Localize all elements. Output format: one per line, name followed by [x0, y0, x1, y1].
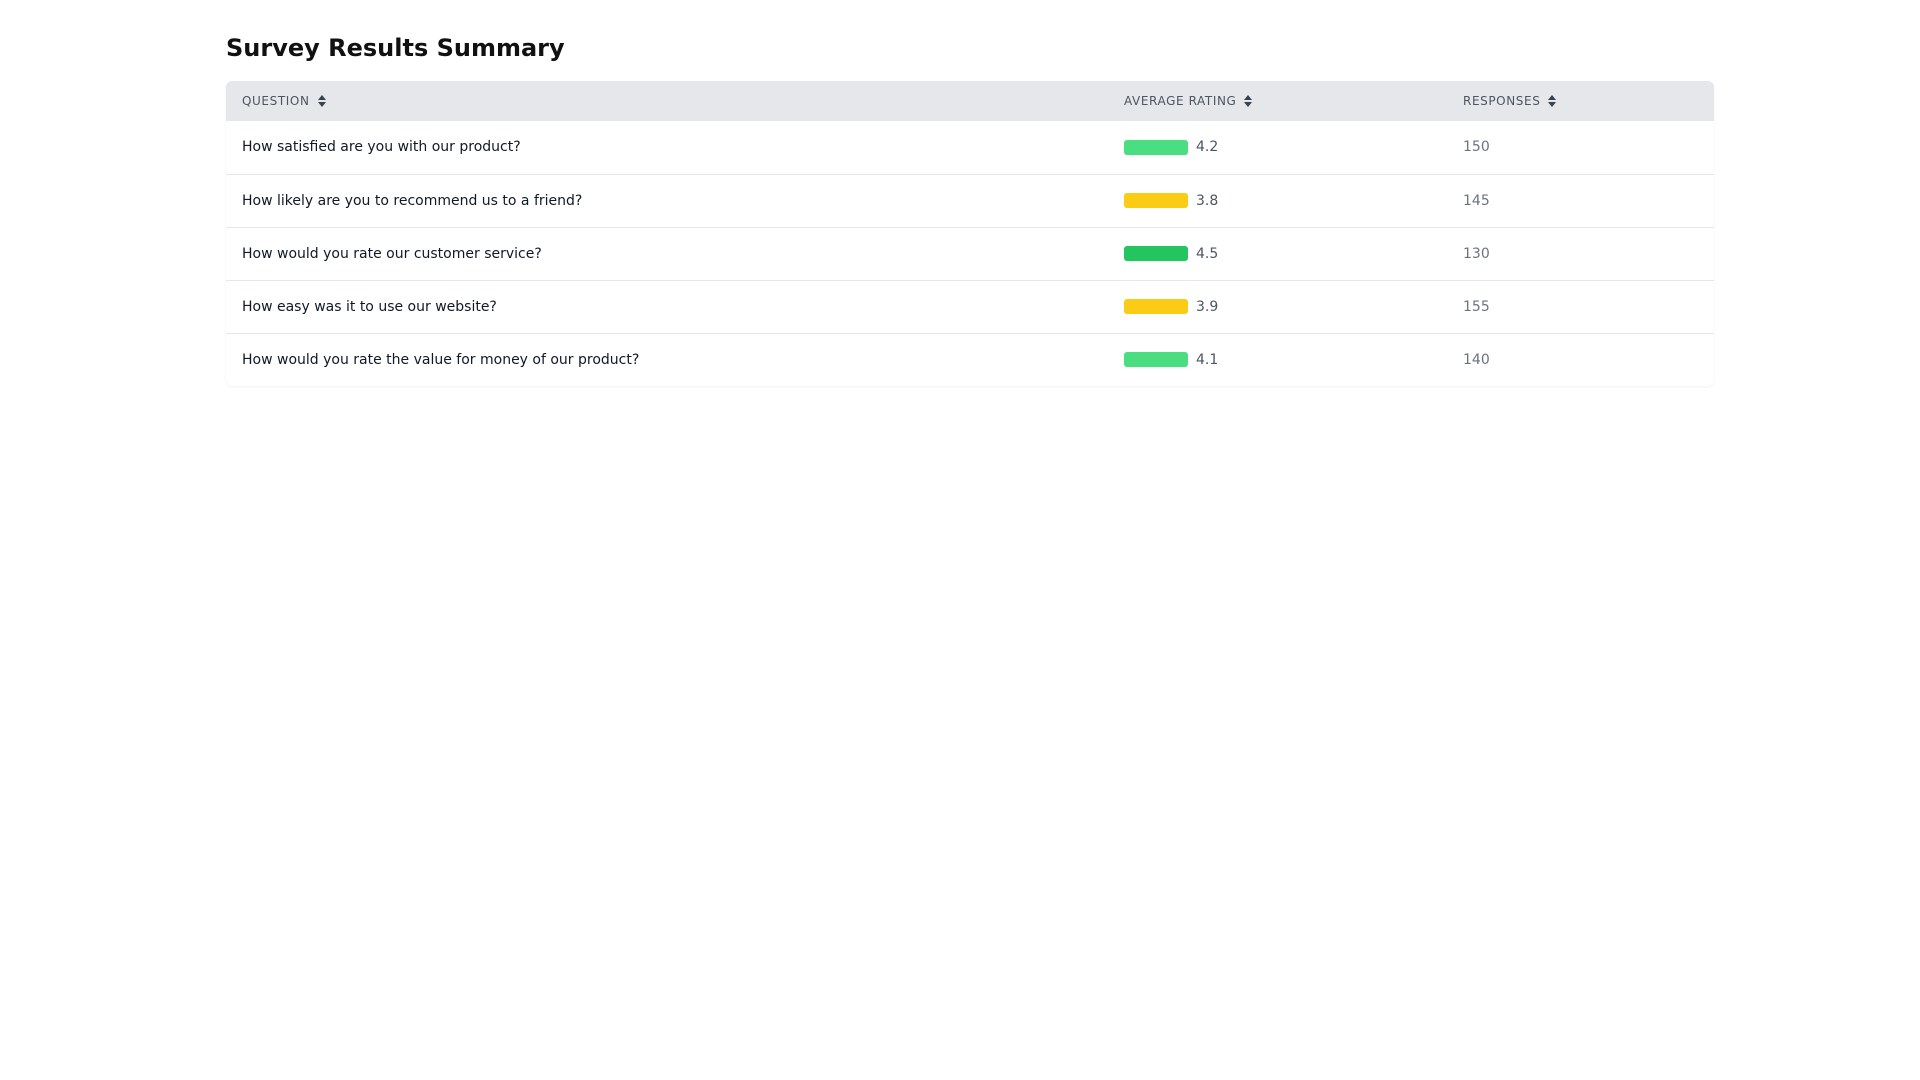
responses-cell: 140 — [1463, 351, 1490, 368]
column-header-label: RESPONSES — [1463, 94, 1541, 108]
column-header-question[interactable]: QUESTION — [226, 81, 1108, 121]
question-cell: How would you rate the value for money o… — [242, 351, 640, 368]
rating-cell: 4.5 — [1108, 227, 1447, 280]
sort-updown-icon[interactable] — [317, 94, 326, 107]
rating-bar — [1124, 246, 1188, 261]
rating-value: 3.8 — [1196, 192, 1219, 209]
table-row: How would you rate our customer service?… — [226, 227, 1714, 280]
table-row: How satisfied are you with our product? … — [226, 121, 1714, 174]
table-row: How likely are you to recommend us to a … — [226, 174, 1714, 227]
rating-bar — [1124, 193, 1188, 208]
rating-value: 4.1 — [1196, 351, 1219, 368]
question-cell: How likely are you to recommend us to a … — [242, 192, 583, 209]
responses-cell: 130 — [1463, 245, 1490, 262]
rating-value: 4.5 — [1196, 245, 1219, 262]
rating-cell: 3.8 — [1108, 174, 1447, 227]
rating-value: 3.9 — [1196, 298, 1219, 315]
table-header-row: QUESTION AVERAGE RATING RESPONSES — [226, 81, 1714, 121]
rating-cell: 3.9 — [1108, 280, 1447, 333]
survey-results-table: QUESTION AVERAGE RATING RESPONSES How sa… — [226, 81, 1714, 386]
table-row: How would you rate the value for money o… — [226, 333, 1714, 386]
question-cell: How would you rate our customer service? — [242, 245, 542, 262]
question-cell: How satisfied are you with our product? — [242, 139, 521, 156]
page-title: Survey Results Summary — [226, 34, 565, 62]
responses-cell: 145 — [1463, 192, 1490, 209]
table-row: How easy was it to use our website? 3.9 … — [226, 280, 1714, 333]
column-header-label: AVERAGE RATING — [1124, 94, 1237, 108]
rating-cell: 4.2 — [1108, 121, 1447, 174]
column-header-label: QUESTION — [242, 94, 310, 108]
rating-value: 4.2 — [1196, 139, 1219, 156]
sort-updown-icon[interactable] — [1244, 94, 1253, 107]
rating-bar — [1124, 352, 1188, 368]
rating-cell: 4.1 — [1108, 333, 1447, 386]
column-header-responses[interactable]: RESPONSES — [1447, 81, 1714, 121]
question-cell: How easy was it to use our website? — [242, 298, 497, 315]
column-header-average-rating[interactable]: AVERAGE RATING — [1108, 81, 1447, 121]
responses-cell: 155 — [1463, 298, 1490, 315]
responses-cell: 150 — [1463, 139, 1490, 156]
rating-bar — [1124, 139, 1188, 155]
sort-updown-icon[interactable] — [1548, 94, 1557, 107]
rating-bar — [1124, 299, 1188, 314]
